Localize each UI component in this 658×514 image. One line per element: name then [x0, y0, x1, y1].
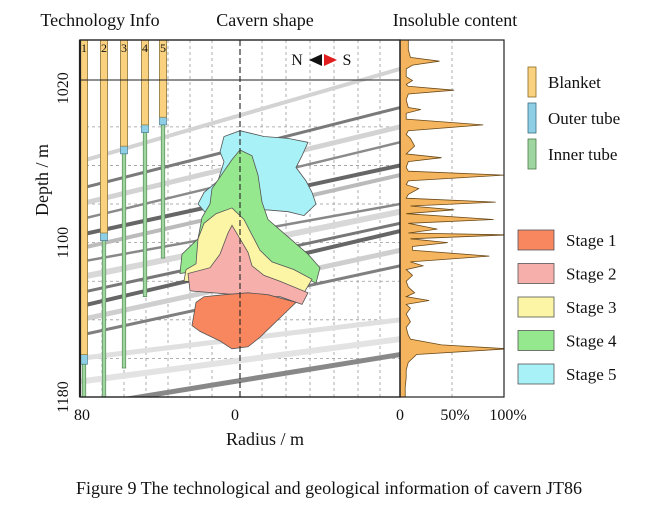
- legend-label-stage-3: Stage 3: [566, 298, 617, 317]
- insoluble-tick-0: 0: [396, 407, 404, 424]
- legend-label-stage-5: Stage 5: [566, 365, 617, 384]
- y-axis-ticks: 1020 1100 1180: [55, 72, 72, 413]
- x-tick-80: 80: [74, 407, 90, 424]
- compass-south-arrow: [324, 54, 337, 66]
- legend-swatch-stage-4: [517, 330, 555, 351]
- panel-title-technology: Technology Info: [40, 10, 159, 30]
- legend-label-inner-tube: Inner tube: [548, 145, 617, 164]
- x-tick-0: 0: [231, 407, 239, 424]
- legend-label-blanket: Blanket: [548, 73, 601, 92]
- legend-swatch-stage-3: [517, 296, 555, 318]
- legend-swatch-inner-tube: [527, 138, 537, 170]
- cavern-stages: [179, 130, 321, 350]
- legend-swatch-outer-tube: [527, 102, 537, 134]
- well-legend: Blanket Outer tube Inner tube: [527, 66, 620, 170]
- stage-legend: Stage 1 Stage 2 Stage 3 Stage 4 Stage 5: [517, 229, 617, 385]
- well-number-2: 2: [101, 41, 107, 55]
- legend-label-stage-2: Stage 2: [566, 265, 617, 284]
- legend-swatch-blanket: [527, 66, 537, 98]
- legend-swatch-stage-1: [517, 229, 555, 251]
- compass: N S: [291, 52, 351, 69]
- compass-north: N: [291, 52, 303, 69]
- cavern-stage-1: [191, 292, 297, 350]
- well-3-blanket: [120, 39, 128, 147]
- figure-caption: Figure 9 The technological and geologica…: [75, 478, 582, 498]
- well-number-4: 4: [142, 41, 148, 55]
- well-2-blanket: [100, 39, 108, 234]
- well-number-1: 1: [81, 41, 87, 55]
- panel-title-cavern: Cavern shape: [216, 10, 313, 30]
- insoluble-area: [400, 40, 504, 397]
- y-axis-label: Depth / m: [32, 144, 52, 216]
- stratum-14: [123, 352, 400, 397]
- insoluble-tick-50: 50%: [440, 407, 469, 424]
- well-1-blanket: [80, 39, 88, 355]
- figure-canvas: Technology Info Cavern shape Insoluble c…: [32, 10, 620, 449]
- y-tick-1020: 1020: [55, 72, 72, 104]
- compass-south: S: [343, 52, 352, 69]
- insoluble-tick-100: 100%: [489, 407, 526, 424]
- panel-title-insoluble: Insoluble content: [393, 10, 517, 30]
- y-tick-1180: 1180: [55, 381, 72, 412]
- x-axis-label: Radius / m: [226, 429, 304, 449]
- compass-north-arrow: [309, 54, 322, 66]
- legend-swatch-stage-2: [517, 263, 555, 284]
- insoluble-plot-frame: [399, 39, 505, 398]
- legend-label-outer-tube: Outer tube: [548, 109, 620, 128]
- legend-swatch-stage-5: [517, 363, 555, 385]
- y-tick-1100: 1100: [55, 227, 72, 258]
- legend-label-stage-1: Stage 1: [566, 231, 617, 250]
- legend-label-stage-4: Stage 4: [566, 332, 617, 351]
- well-number-5: 5: [160, 41, 166, 55]
- well-number-3: 3: [121, 41, 127, 55]
